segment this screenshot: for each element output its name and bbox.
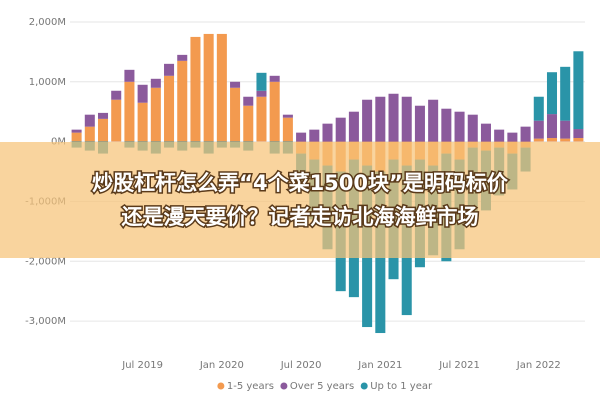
bar-segment	[84, 114, 95, 127]
bar-segment	[230, 87, 241, 142]
bar-segment	[467, 114, 478, 142]
bar-segment	[190, 36, 201, 142]
bar-segment	[84, 126, 95, 142]
bar-segment	[560, 120, 571, 139]
legend-marker	[360, 382, 368, 390]
bar-segment	[256, 90, 267, 97]
bar-segment	[335, 117, 346, 142]
bar-segment	[494, 129, 505, 142]
bar-segment	[111, 90, 122, 100]
legend-marker	[217, 382, 225, 390]
bar-segment	[533, 96, 544, 121]
bar-segment	[256, 72, 267, 91]
y-tick-label: -2,000M	[25, 256, 66, 267]
bar-segment	[560, 66, 571, 121]
bar-segment	[480, 123, 491, 142]
legend-label: Over 5 years	[290, 381, 354, 392]
bar-segment	[216, 33, 227, 142]
bar-segment	[177, 60, 188, 142]
legend: 1-5 years Over 5 years Up to 1 year	[217, 381, 433, 392]
bar-segment	[269, 75, 280, 82]
bar-segment	[111, 99, 122, 142]
bar-segment	[560, 138, 571, 142]
bar-segment	[362, 99, 373, 142]
bar-segment	[71, 132, 82, 142]
bar-segment	[150, 87, 161, 142]
bar-segment	[573, 51, 584, 130]
bar-segment	[309, 129, 320, 142]
x-tick-label: Jan 2021	[357, 360, 402, 371]
legend-marker	[280, 382, 288, 390]
bar-segment	[573, 138, 584, 142]
bar-segment	[243, 105, 254, 142]
bar-segment	[375, 96, 386, 142]
legend-label: Up to 1 year	[370, 381, 433, 392]
bar-segment	[441, 108, 452, 142]
y-tick-label: 1,000M	[29, 77, 66, 88]
bar-segment	[533, 120, 544, 139]
banner	[0, 142, 600, 258]
bar-segment	[97, 118, 109, 142]
bar-segment	[230, 81, 241, 88]
bar-segment	[124, 69, 135, 82]
legend-label: 1-5 years	[227, 381, 274, 392]
y-tick-label: 2,000M	[29, 17, 66, 28]
x-tick-label: Jan 2020	[199, 360, 244, 371]
bar-segment	[164, 75, 175, 142]
x-tick-label: Jul 2020	[280, 360, 322, 371]
bar-segment	[164, 63, 175, 76]
bar-segment	[573, 129, 584, 139]
bar-segment	[546, 138, 558, 142]
bar-segment	[322, 123, 333, 142]
bar-segment	[243, 96, 254, 106]
bar-segment	[71, 129, 82, 133]
banner-text: 炒股杠杆怎么弄“4个菜1500块”是明码标价	[92, 171, 509, 195]
x-tick-label: Jul 2021	[438, 360, 480, 371]
bar-segment	[414, 105, 425, 142]
bar-segment	[97, 112, 109, 119]
bar-segment	[137, 84, 148, 103]
bar-segment	[296, 132, 307, 142]
bar-segment	[428, 99, 439, 142]
bar-segment	[520, 126, 531, 142]
bar-segment	[454, 111, 465, 142]
bar-segment	[124, 81, 135, 142]
bar-segment	[269, 81, 280, 142]
bar-segment	[546, 72, 558, 115]
bar-segment	[401, 96, 412, 142]
x-tick-label: Jan 2022	[516, 360, 561, 371]
banner-text: 还是漫天要价？记者走访北海海鲜市场	[121, 205, 479, 229]
bar-segment	[533, 138, 544, 142]
bar-segment	[546, 114, 558, 139]
bar-segment	[507, 132, 518, 142]
x-tick-label: Jul 2019	[121, 360, 163, 371]
bar-segment	[137, 102, 148, 142]
bar-segment	[256, 96, 267, 142]
bar-segment	[348, 111, 359, 142]
bar-segment	[203, 33, 214, 142]
bar-segment	[388, 93, 399, 142]
bar-segment	[150, 78, 161, 88]
bar-segment	[282, 117, 293, 142]
y-tick-label: -3,000M	[25, 316, 66, 327]
bar-segment	[282, 114, 293, 118]
bar-segment	[177, 54, 188, 61]
